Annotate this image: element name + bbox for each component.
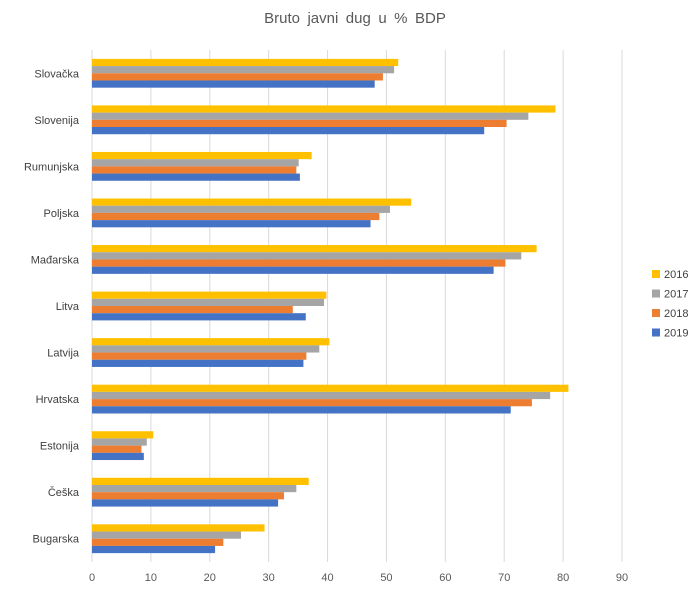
bar bbox=[92, 220, 371, 228]
x-tick-label: 0 bbox=[89, 572, 95, 584]
bar bbox=[92, 524, 265, 532]
legend-swatch bbox=[652, 328, 660, 337]
legend-swatch bbox=[652, 309, 660, 317]
category-label: Poljska bbox=[44, 208, 80, 220]
bar bbox=[92, 205, 390, 213]
bar bbox=[92, 545, 216, 554]
bar bbox=[92, 58, 399, 67]
x-tick-label: 20 bbox=[204, 572, 216, 584]
bar bbox=[92, 245, 537, 253]
category-label: Latvija bbox=[47, 348, 80, 360]
bar bbox=[92, 127, 485, 135]
bar bbox=[92, 313, 306, 321]
category-labels: Slovačka Slovenija Rumunjska Poljska Mađarsk… bbox=[24, 68, 80, 545]
category-label: Slovačka bbox=[34, 68, 80, 80]
bar bbox=[92, 173, 300, 181]
legend: 2016 2017 2018 2019 bbox=[652, 269, 688, 340]
bar bbox=[92, 406, 511, 414]
legend-swatch bbox=[652, 289, 660, 298]
bar bbox=[92, 166, 297, 174]
x-tick-label: 40 bbox=[321, 572, 333, 584]
legend-label: 2016 bbox=[664, 269, 688, 281]
x-tick-label: 60 bbox=[439, 572, 451, 584]
bar bbox=[92, 66, 395, 74]
bar bbox=[92, 73, 383, 81]
bar bbox=[92, 399, 532, 407]
bar bbox=[92, 266, 494, 274]
bar bbox=[92, 119, 507, 128]
x-axis-tick-labels: 0 10 20 30 40 50 60 70 80 90 bbox=[89, 572, 628, 584]
bar bbox=[92, 484, 297, 493]
legend-label: 2018 bbox=[664, 308, 688, 320]
bar bbox=[92, 252, 522, 260]
category-label: Slovenija bbox=[34, 115, 80, 127]
bar bbox=[92, 212, 380, 221]
bar bbox=[92, 198, 412, 206]
grid-lines bbox=[91, 50, 623, 562]
bar bbox=[92, 492, 284, 500]
bar bbox=[92, 391, 551, 400]
category-label: Češka bbox=[48, 486, 80, 499]
bar bbox=[92, 298, 325, 306]
bar bbox=[92, 159, 299, 167]
category-label: Estonija bbox=[40, 441, 80, 453]
bar bbox=[92, 306, 293, 314]
bar bbox=[92, 338, 330, 346]
bar bbox=[92, 499, 279, 507]
bar bbox=[92, 105, 556, 113]
bar bbox=[92, 345, 320, 353]
category-label: Mađarska bbox=[31, 254, 80, 266]
legend-label: 2017 bbox=[664, 289, 688, 301]
bar bbox=[92, 445, 142, 453]
bars bbox=[92, 58, 569, 554]
chart-title: Bruto javni dug u % BDP bbox=[264, 10, 446, 27]
bar bbox=[92, 431, 154, 439]
bar bbox=[92, 80, 375, 88]
x-tick-label: 50 bbox=[380, 572, 392, 584]
legend-label: 2019 bbox=[664, 328, 688, 340]
bar bbox=[92, 112, 529, 120]
category-label: Bugarska bbox=[33, 534, 80, 546]
bar bbox=[92, 359, 304, 367]
bar bbox=[92, 452, 144, 461]
x-tick-label: 10 bbox=[145, 572, 157, 584]
bar bbox=[92, 352, 307, 360]
x-tick-label: 30 bbox=[263, 572, 275, 584]
x-tick-label: 80 bbox=[557, 572, 569, 584]
bar bbox=[92, 384, 569, 392]
bar bbox=[92, 438, 147, 446]
bar bbox=[92, 538, 224, 546]
x-tick-label: 70 bbox=[498, 572, 510, 584]
bar bbox=[92, 259, 506, 267]
category-label: Rumunjska bbox=[24, 161, 80, 173]
x-tick-label: 90 bbox=[616, 572, 628, 584]
category-label: Hrvatska bbox=[36, 394, 80, 406]
bar bbox=[92, 477, 309, 485]
bar bbox=[92, 531, 241, 539]
category-label: Litva bbox=[56, 301, 80, 313]
bar bbox=[92, 291, 327, 299]
legend-swatch bbox=[652, 270, 660, 278]
bar bbox=[92, 151, 312, 160]
